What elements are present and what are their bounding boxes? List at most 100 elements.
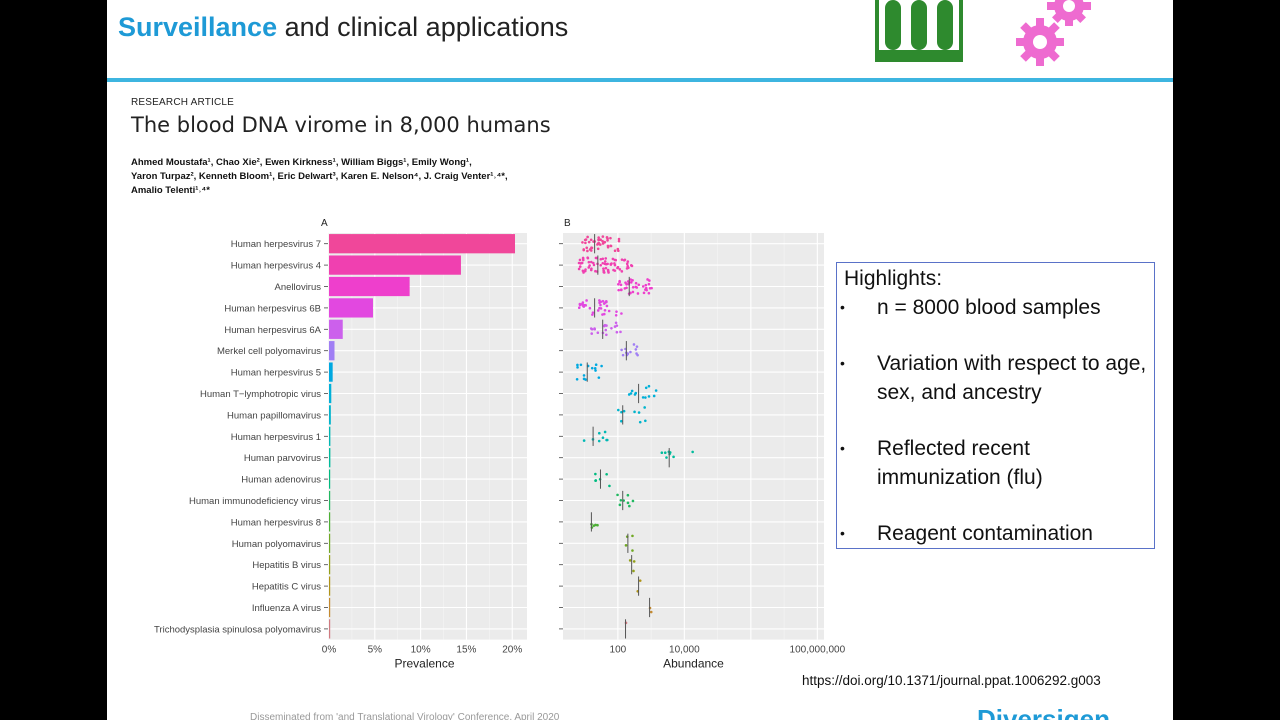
y-tick-label: Human adenovirus	[241, 475, 321, 486]
data-point	[613, 249, 617, 253]
data-point	[603, 260, 607, 263]
data-point	[577, 267, 581, 271]
bar	[329, 362, 333, 382]
data-point	[616, 247, 620, 251]
bullet: •	[840, 355, 845, 371]
data-point	[610, 326, 613, 330]
data-point	[601, 235, 605, 238]
bar	[329, 383, 332, 404]
data-point	[620, 270, 624, 273]
data-point	[624, 544, 628, 547]
doi-link[interactable]: https://doi.org/10.1371/journal.ppat.100…	[802, 673, 1101, 688]
data-point	[665, 456, 668, 459]
data-point	[618, 503, 622, 507]
data-point	[619, 283, 623, 287]
data-point	[596, 247, 600, 251]
data-point	[632, 560, 636, 563]
x-tick-label: 15%	[456, 645, 476, 656]
data-point	[599, 257, 603, 261]
data-point	[634, 391, 638, 395]
data-point	[588, 306, 592, 310]
y-tick-label: Hepatitis C virus	[252, 582, 321, 593]
data-point	[618, 268, 622, 271]
y-tick-label: Human herpesvirus 7	[231, 239, 321, 250]
data-point	[576, 366, 579, 369]
data-point	[619, 288, 623, 291]
data-point	[631, 290, 635, 294]
data-point	[614, 314, 618, 317]
data-point	[626, 493, 630, 497]
data-point	[584, 238, 588, 241]
data-point	[582, 439, 586, 442]
data-point	[628, 559, 632, 562]
x-axis-title: Abundance	[663, 657, 724, 671]
data-point	[622, 258, 626, 262]
data-point	[582, 374, 586, 377]
data-point	[607, 271, 610, 274]
data-point	[631, 499, 635, 503]
data-point	[635, 352, 638, 355]
highlight-text: Reagent contamination	[877, 522, 1093, 545]
data-point	[605, 472, 608, 476]
data-point	[645, 288, 648, 292]
data-point	[590, 332, 594, 335]
data-point	[582, 305, 586, 308]
data-point	[644, 283, 648, 287]
footer-text: Disseminated from 'and Translational Vir…	[250, 712, 560, 720]
authors-line: Amalio Telenti¹˒⁴*	[131, 185, 210, 196]
data-point	[652, 394, 656, 398]
data-point	[646, 278, 649, 281]
data-point	[594, 363, 598, 367]
data-point	[596, 523, 599, 527]
data-point	[649, 610, 653, 614]
y-tick-label: Human herpesvirus 5	[231, 368, 321, 379]
data-point	[587, 266, 591, 269]
data-point	[616, 408, 620, 412]
data-point	[603, 309, 607, 312]
panel-label: A	[321, 218, 328, 229]
bar	[329, 597, 331, 618]
y-tick-label: Anellovirus	[275, 282, 322, 293]
data-point	[586, 235, 589, 239]
data-point	[609, 236, 612, 240]
data-point	[589, 249, 593, 252]
data-point	[585, 246, 589, 250]
data-point	[691, 450, 694, 454]
data-point	[602, 267, 605, 270]
highlights-title: Highlights:	[844, 267, 943, 290]
data-point	[609, 244, 612, 248]
data-point	[605, 438, 609, 442]
bar	[329, 298, 373, 318]
data-point	[601, 299, 605, 303]
data-point	[624, 281, 627, 284]
y-tick-label: Human herpesvirus 6A	[224, 325, 321, 336]
data-point	[626, 260, 630, 263]
data-point	[602, 271, 606, 274]
x-tick-label: 100,000,000	[790, 645, 846, 656]
data-point	[584, 378, 587, 381]
title-divider	[107, 78, 1173, 82]
data-point	[644, 396, 647, 399]
data-point	[644, 419, 647, 423]
data-point	[587, 240, 591, 244]
data-point	[619, 498, 623, 502]
data-point	[654, 389, 658, 392]
data-point	[617, 237, 621, 241]
data-point	[593, 327, 596, 330]
x-tick-label: 10%	[411, 645, 431, 656]
data-point	[633, 410, 636, 414]
data-point	[608, 484, 611, 488]
data-point	[628, 504, 631, 508]
data-point	[598, 299, 601, 302]
bar	[329, 533, 331, 553]
y-tick-label: Human immunodeficiency virus	[189, 496, 321, 507]
data-point	[594, 523, 597, 527]
data-point	[610, 262, 613, 265]
data-point	[578, 258, 582, 262]
data-point	[637, 411, 641, 414]
data-point	[577, 306, 581, 310]
data-point	[634, 348, 638, 351]
data-point	[631, 534, 634, 538]
data-point	[616, 493, 619, 497]
data-point	[601, 239, 604, 243]
